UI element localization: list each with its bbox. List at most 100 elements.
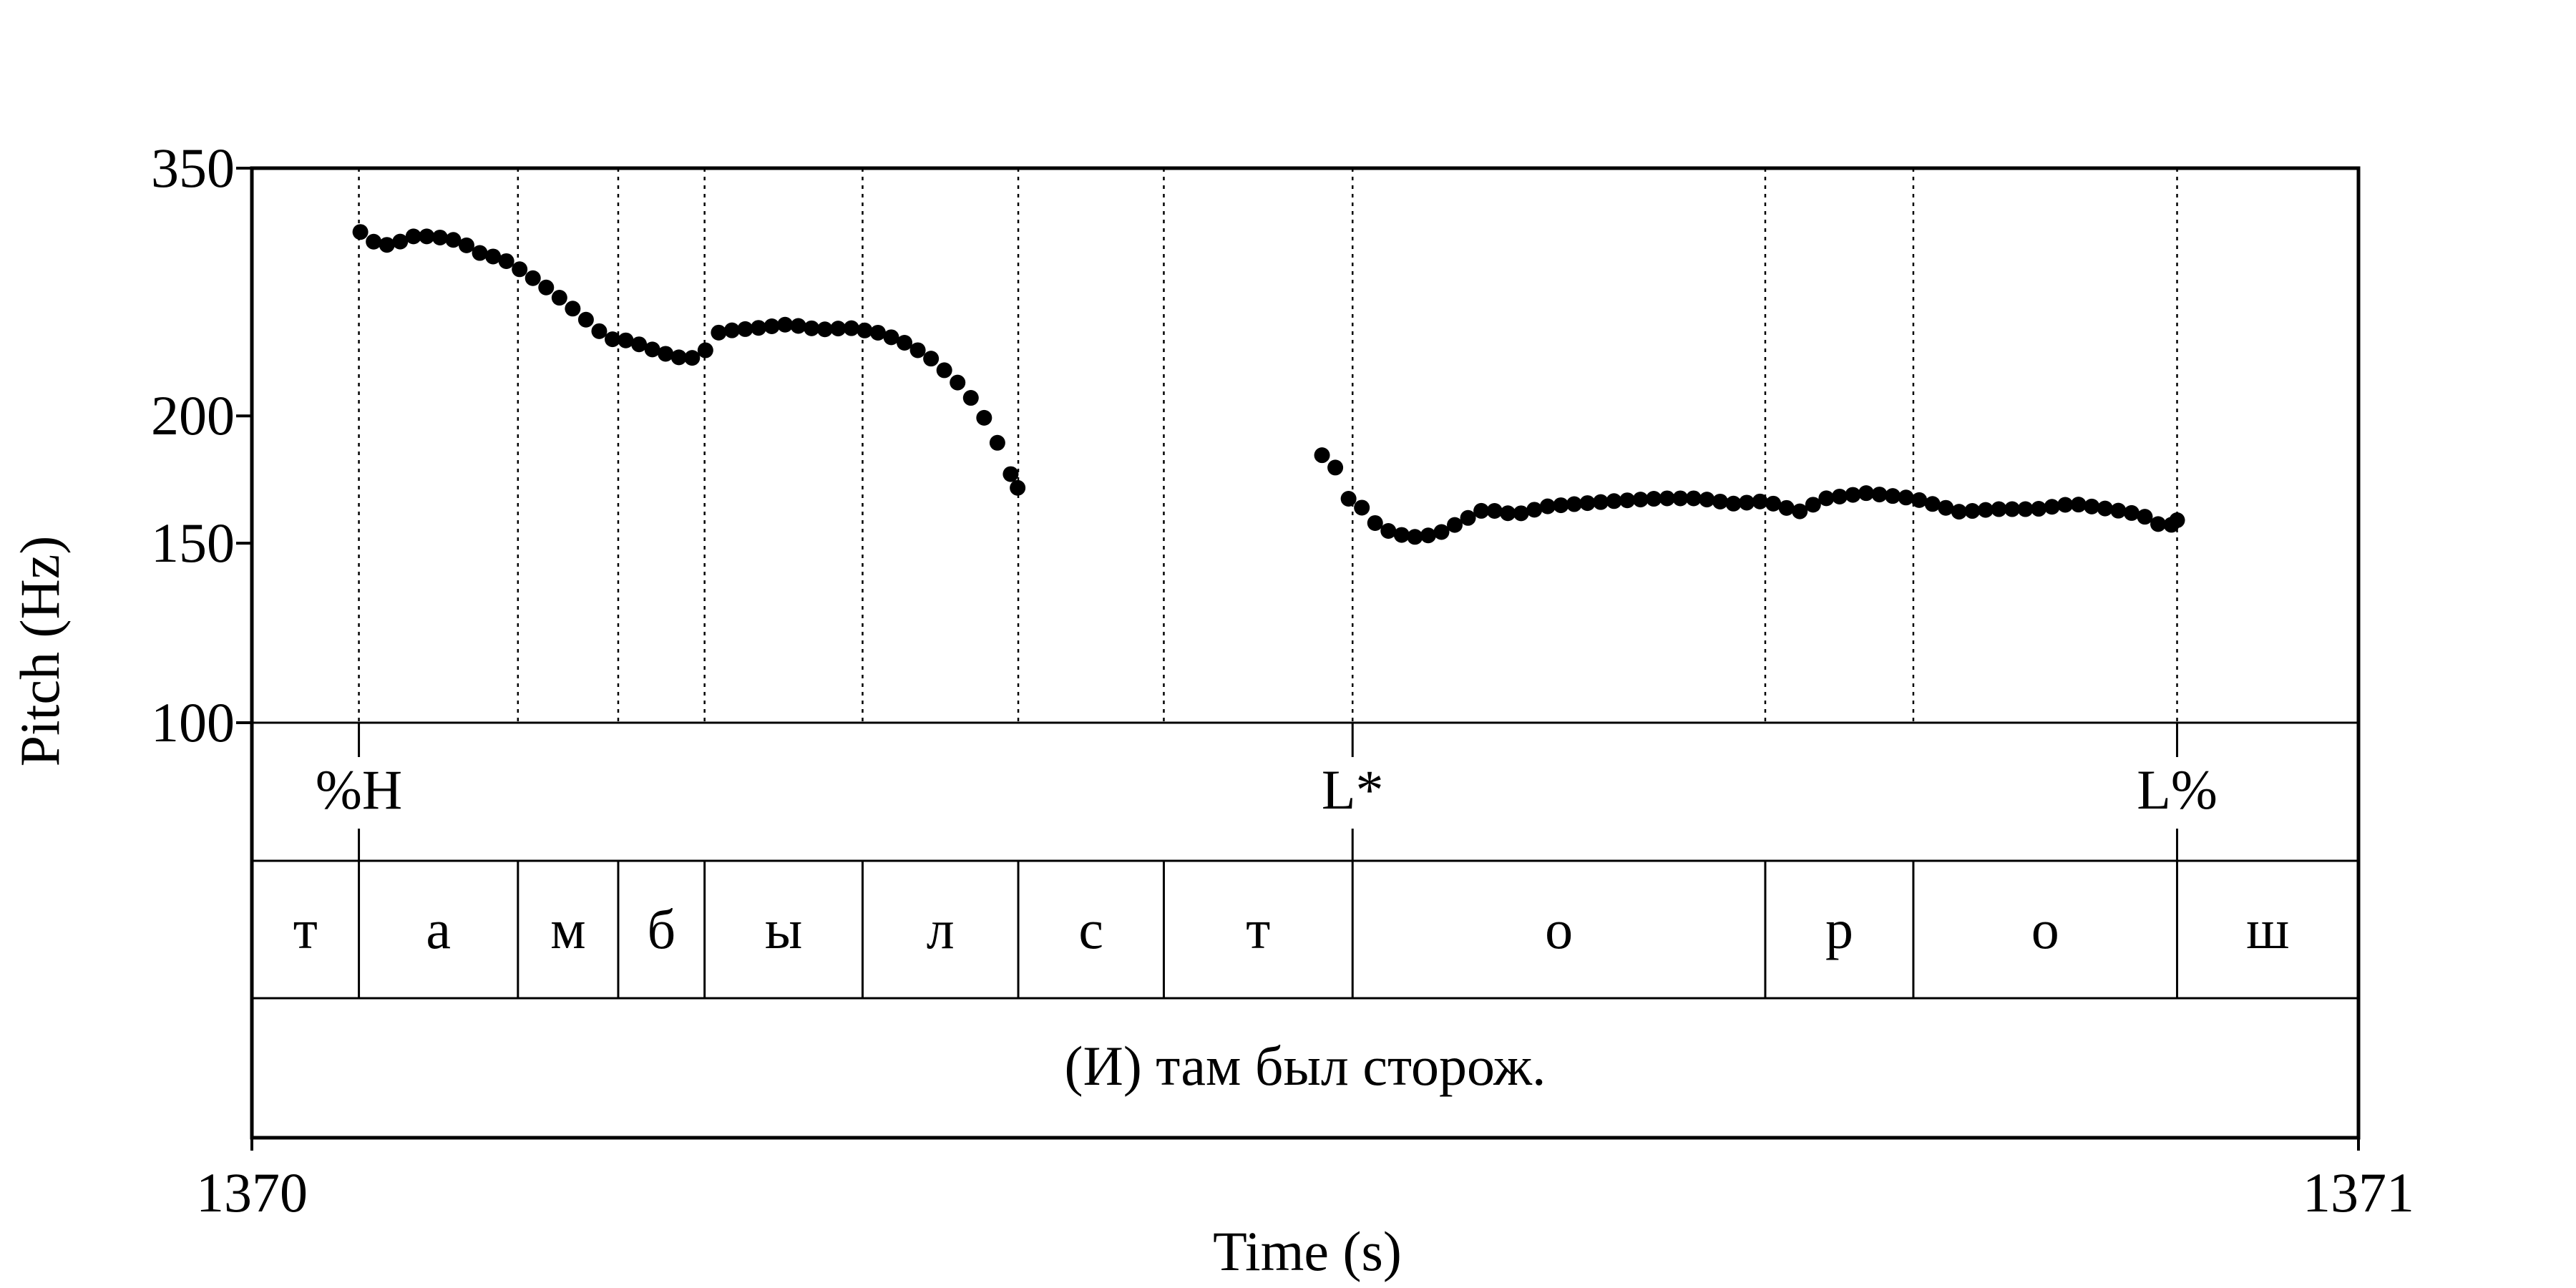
pitch-point [1805, 497, 1821, 513]
pitch-point [1473, 502, 1490, 519]
pitch-point [1699, 492, 1715, 508]
segment-label: т [1246, 898, 1270, 960]
pitch-point [1938, 499, 1954, 516]
pitch-point [1010, 479, 1026, 496]
pitch-point [737, 321, 753, 337]
pitch-point [804, 320, 820, 336]
pitch-point [1486, 503, 1503, 519]
pitch-point [1380, 523, 1397, 540]
pitch-point [644, 341, 660, 358]
pitch-point [670, 349, 687, 366]
segment-label: с [1078, 898, 1103, 960]
x-tick-label: 1370 [196, 1161, 308, 1224]
pitch-point [790, 318, 806, 334]
pitch-point [763, 318, 780, 334]
segment-label: ш [2246, 898, 2289, 960]
pitch-point [1619, 492, 1636, 509]
pitch-point [2004, 501, 2021, 517]
pitch-point [909, 342, 926, 358]
tone-label: L* [1322, 758, 1384, 821]
pitch-point [405, 228, 421, 245]
pitch-point [2031, 501, 2047, 517]
pitch-point [1712, 493, 1728, 509]
pitch-point [1778, 499, 1795, 516]
pitch-point [1725, 495, 1742, 512]
pitch-point [723, 322, 740, 338]
pitch-point [777, 316, 794, 333]
pitch-point [551, 290, 567, 306]
pitch-point [1792, 503, 1808, 519]
pitch-point [1433, 524, 1450, 540]
pitch-point [1991, 501, 2007, 517]
x-tick-label: 1371 [2303, 1161, 2414, 1224]
pitch-point [1002, 466, 1019, 482]
pitch-point [2070, 497, 2087, 513]
y-axis-label: Pitch (Hz) [9, 536, 71, 767]
pitch-point [2057, 497, 2074, 513]
pitch-point [1407, 529, 1423, 545]
pitch-point [591, 323, 608, 339]
pitch-point [2017, 501, 2034, 517]
pitch-point [1898, 489, 1914, 506]
pitch-point [2150, 516, 2167, 532]
pitch-point [658, 346, 674, 362]
pitch-point [751, 320, 767, 336]
pitch-point [1354, 499, 1370, 516]
pitch-point [830, 321, 847, 337]
pitch-point [1500, 505, 1516, 522]
pitch-point [1765, 495, 1782, 512]
pitch-point [458, 237, 474, 253]
pitch-point [976, 409, 992, 426]
pitch-point [1646, 491, 1662, 507]
pitch-point [1831, 488, 1848, 504]
pitch-point [697, 342, 713, 358]
chart-root: %H L* L% т а м б ы л с т о р о ш (И) там был сторож. 100… [151, 137, 2414, 1224]
pitch-point [1924, 496, 1941, 512]
pitch-point [565, 301, 581, 317]
pitch-point [498, 253, 514, 269]
pitch-point [1513, 505, 1529, 522]
pitch-point [711, 324, 727, 341]
y-tick-label: 200 [151, 384, 235, 447]
pitch-point [1420, 527, 1436, 544]
pitch-point [1858, 485, 1874, 502]
pitch-point [2084, 498, 2100, 514]
segment-label: а [426, 898, 451, 960]
segment-label: б [647, 898, 675, 960]
pitch-point [2097, 500, 2113, 517]
tone-label: L% [2137, 758, 2218, 821]
pitch-point [1818, 490, 1835, 507]
pitch-point [869, 324, 886, 341]
pitch-point [525, 270, 541, 286]
pitch-point [379, 237, 395, 253]
pitch-point [1964, 503, 1981, 519]
pitch-point [897, 334, 913, 351]
pitch-point [1752, 493, 1768, 509]
pitch-point [538, 279, 555, 296]
pitch-point [431, 229, 448, 245]
pitch-point [2110, 502, 2127, 519]
pitch-point [883, 329, 899, 346]
segment-label: о [2031, 898, 2059, 960]
pitch-point [352, 224, 369, 240]
pitch-point [1526, 502, 1543, 518]
pitch-point [605, 331, 621, 348]
segment-label: ы [765, 898, 802, 960]
pitch-point [472, 245, 488, 261]
pitch-point [1314, 447, 1330, 464]
pitch-point [1871, 487, 1888, 503]
pitch-point [419, 228, 435, 245]
y-tick-label: 150 [151, 512, 235, 574]
pitch-point [1539, 498, 1556, 514]
pitch-point [2137, 509, 2153, 525]
pitch-point [631, 336, 648, 353]
pitch-point [923, 351, 940, 367]
x-axis-label: Time (s) [1213, 1220, 1402, 1282]
y-tick-label: 350 [151, 137, 235, 199]
pitch-point [684, 350, 701, 366]
y-tick-label: 100 [151, 691, 235, 753]
pitch-point [512, 261, 528, 278]
pitch-point [1327, 459, 1344, 476]
pitch-point [366, 233, 382, 250]
